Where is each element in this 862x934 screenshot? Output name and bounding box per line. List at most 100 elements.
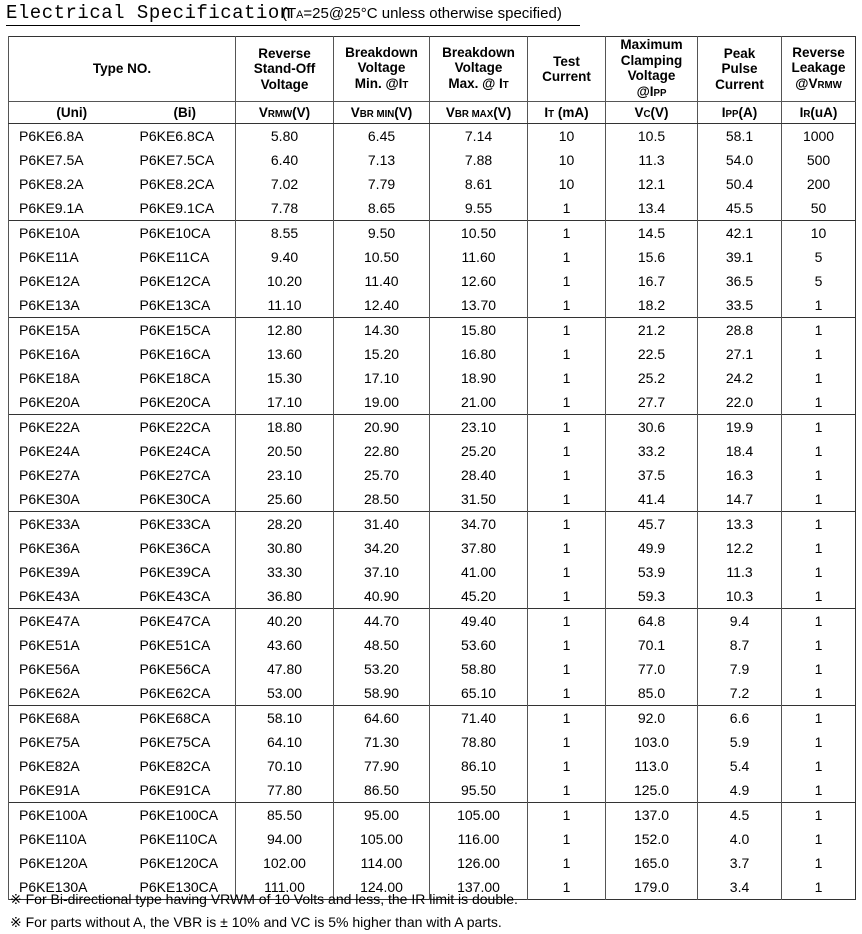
text: I <box>721 105 726 120</box>
cell: 1 <box>781 463 856 487</box>
cell: 28.50 <box>333 487 430 512</box>
data-row: P6KE47A P6KE47CA 40.20 44.70 49.40 1 64.8 9.4 1 <box>8 608 856 633</box>
cell: 10.5 <box>605 123 698 148</box>
cell: 21.00 <box>429 390 528 415</box>
cell: 50 <box>781 196 856 221</box>
cell: 7.88 <box>429 148 528 172</box>
cell: 179.0 <box>605 875 698 900</box>
cell: P6KE6.8A <box>8 123 135 148</box>
spec-table: Type NO. Reverse Stand-Off Voltage Breakdown… <box>7 36 857 900</box>
header-line: Peak <box>698 46 781 62</box>
cell: 39.1 <box>697 245 782 269</box>
cell: 7.13 <box>333 148 430 172</box>
subscript: T <box>548 109 555 120</box>
text: (V) <box>493 105 512 120</box>
cell: 1 <box>527 730 606 754</box>
data-row: P6KE8.2A P6KE8.2CA 7.02 7.79 8.61 10 12.1 50.4 2… <box>8 172 856 196</box>
cell: 8.61 <box>429 172 528 196</box>
cell: 58.80 <box>429 657 528 681</box>
cell: 500 <box>781 148 856 172</box>
cell: 86.50 <box>333 778 430 803</box>
header-line: Type NO. <box>9 61 235 77</box>
data-row: P6KE110A P6KE110CA 94.00 105.00 116.00 1 152.0… <box>8 827 856 851</box>
cell: 4.0 <box>697 827 782 851</box>
cell: 25.20 <box>429 439 528 463</box>
text: I <box>544 105 549 120</box>
cell: 1 <box>781 851 856 875</box>
cell: 19.9 <box>697 414 782 439</box>
header-line: Voltage <box>606 68 697 84</box>
header-line: Maximum <box>606 37 697 53</box>
cell: 1 <box>527 390 606 415</box>
text: Max. @ I <box>448 75 503 91</box>
cell: P6KE13A <box>8 293 135 318</box>
text: V <box>634 105 644 120</box>
cell: 1 <box>527 487 606 512</box>
cell: P6KE75A <box>8 730 135 754</box>
data-row: P6KE33A P6KE33CA 28.20 31.40 34.70 1 45.7 13.3 1 <box>8 511 856 536</box>
cell: 33.30 <box>235 560 334 584</box>
cell: 7.14 <box>429 123 528 148</box>
text: Leakage <box>791 60 846 76</box>
cell: 165.0 <box>605 851 698 875</box>
data-row: P6KE68A P6KE68CA 58.10 64.60 71.40 1 92.0 6.6 1 <box>8 705 856 730</box>
cell: 18.4 <box>697 439 782 463</box>
header-cell: Type NO. <box>7 36 236 102</box>
cell: 1 <box>527 827 606 851</box>
cell: 58.1 <box>697 123 782 148</box>
cell: P6KE33CA <box>134 511 236 536</box>
cell: P6KE43CA <box>139 588 211 604</box>
cell: 14.7 <box>697 487 782 512</box>
cell: 77.0 <box>605 657 698 681</box>
cell: P6KE27CA <box>139 467 211 483</box>
cell: 25.2 <box>605 366 698 390</box>
cell: P6KE20CA <box>139 394 211 410</box>
cell: 19.00 <box>333 390 430 415</box>
cell: 22.5 <box>605 342 698 366</box>
cell: 6.45 <box>333 123 430 148</box>
cell: 16.7 <box>605 269 698 293</box>
cell: P6KE8.2CA <box>139 176 215 192</box>
cell: 28.8 <box>697 317 782 342</box>
cell: P6KE33A <box>8 511 135 536</box>
cell: 45.5 <box>697 196 782 221</box>
text: Test <box>553 53 580 69</box>
unit-cell: VRMW(V) <box>235 101 334 124</box>
cell: 70.1 <box>605 633 698 657</box>
cell: 11.60 <box>429 245 528 269</box>
cell: 17.10 <box>235 390 334 415</box>
subscript: RMW <box>267 109 293 120</box>
data-row: P6KE6.8A P6KE6.8CA 5.80 6.45 7.14 10 10.5 58.1 1… <box>8 123 856 148</box>
cell: 34.20 <box>333 536 430 560</box>
cell: 1 <box>527 414 606 439</box>
cell: 27.1 <box>697 342 782 366</box>
cell: 10 <box>781 220 856 245</box>
text: Type NO. <box>92 61 152 77</box>
cell: 200 <box>781 172 856 196</box>
cell: P6KE51A <box>8 633 135 657</box>
cell: 71.40 <box>429 705 528 730</box>
cell: 1 <box>527 196 606 221</box>
cell: 1 <box>781 511 856 536</box>
cell: 1 <box>781 827 856 851</box>
cell: 22.0 <box>697 390 782 415</box>
text: (Uni) <box>56 105 88 120</box>
cell: 24.2 <box>697 366 782 390</box>
cell: P6KE75CA <box>139 734 211 750</box>
cell: 21.2 <box>605 317 698 342</box>
cell: 5 <box>781 245 856 269</box>
cell: 36.5 <box>697 269 782 293</box>
unit-cell: (Uni) <box>8 101 135 124</box>
cell: P6KE8.2A <box>8 172 135 196</box>
text: Breakdown <box>345 44 418 60</box>
subscript: T <box>502 79 509 91</box>
data-row: P6KE75A P6KE75CA 64.10 71.30 78.80 1 103.0 5.9 1 <box>8 730 856 754</box>
title: Electrical Specification <box>6 2 292 24</box>
cell: 105.00 <box>333 827 430 851</box>
cell: P6KE16CA <box>139 346 211 362</box>
cell: 43.60 <box>235 633 334 657</box>
data-row: P6KE100A P6KE100CA 85.50 95.00 105.00 1 137.0 4… <box>8 802 856 827</box>
cell: 3.4 <box>697 875 782 900</box>
cell: 1 <box>527 463 606 487</box>
cell: 1 <box>527 269 606 293</box>
